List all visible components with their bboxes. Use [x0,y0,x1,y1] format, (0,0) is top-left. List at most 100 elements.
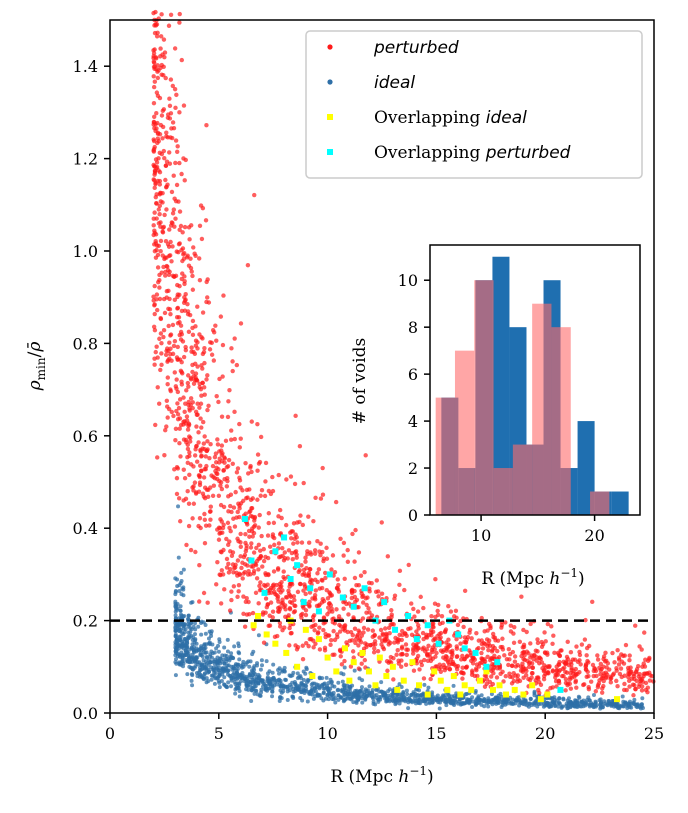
perturbed-point [220,530,225,535]
perturbed-point [219,568,225,573]
ideal-point [489,700,494,705]
ideal-point [270,694,275,699]
hist-bar-perturbed [474,280,494,515]
perturbed-point [374,578,380,583]
perturbed-point [200,310,206,315]
ideal-point [228,654,233,659]
perturbed-point [515,679,520,684]
ideal-point [197,660,202,665]
perturbed-point [384,659,390,664]
perturbed-point [543,671,548,677]
perturbed-point [179,247,184,253]
perturbed-point [291,610,297,615]
perturbed-point [210,463,216,469]
perturbed-point [238,321,244,326]
perturbed-point [155,130,161,136]
perturbed-point [173,105,178,111]
perturbed-point [573,679,578,685]
perturbed-point [192,351,198,357]
ideal-point [192,640,197,645]
perturbed-point [257,583,262,589]
perturbed-point [205,373,210,378]
perturbed-point [247,612,252,617]
overlap-ideal-point [415,682,422,689]
perturbed-point [286,548,292,553]
perturbed-point [402,587,407,593]
perturbed-point [188,462,194,467]
ideal-point [367,693,372,698]
perturbed-point [378,627,384,633]
perturbed-point [165,182,170,187]
ideal-point [426,685,431,690]
ideal-point [190,683,195,688]
perturbed-point [462,639,467,645]
ideal-point [336,687,341,692]
ideal-point [484,701,489,706]
perturbed-point [230,461,235,466]
perturbed-point [330,652,335,657]
perturbed-point [174,249,179,254]
perturbed-point [385,554,391,559]
ideal-point [458,697,463,702]
perturbed-point [590,599,595,605]
perturbed-point [599,690,605,695]
ideal-point [196,615,201,620]
perturbed-point [318,496,324,501]
perturbed-point [486,647,491,653]
ideal-point [473,688,478,693]
perturbed-point [356,550,362,555]
ideal-point [217,685,222,690]
ideal-point [253,684,258,689]
ideal-point [174,661,179,666]
perturbed-point [404,652,409,658]
perturbed-point [218,601,224,606]
perturbed-point [412,614,417,619]
perturbed-point [301,480,306,486]
perturbed-point [188,547,194,553]
perturbed-point [306,643,311,649]
perturbed-point [218,314,224,319]
perturbed-point [582,682,587,687]
perturbed-point [543,639,548,644]
perturbed-point [614,678,619,684]
perturbed-point [353,527,358,533]
perturbed-point [611,671,616,676]
overlap-perturbed-point [413,636,420,643]
perturbed-point [230,368,235,374]
perturbed-point [174,377,179,382]
perturbed-point [182,224,188,230]
main-x-tick-label: 5 [214,724,224,743]
perturbed-point [205,295,210,300]
perturbed-point [214,582,219,587]
inset-frame [429,244,641,516]
perturbed-point [170,211,176,216]
ideal-point [199,632,204,637]
perturbed-point [228,503,233,509]
perturbed-point [199,453,204,458]
ideal-point [173,628,178,633]
perturbed-point [460,670,466,676]
perturbed-point [153,232,159,237]
perturbed-point [342,658,347,664]
ideal-point [225,649,230,654]
perturbed-point [303,608,309,613]
legend-box [305,30,643,179]
ideal-point [173,576,178,581]
inset-x-axis-label: R (Mpc h−1) [481,566,584,589]
overlap-ideal-point [614,696,621,703]
perturbed-point [201,475,207,480]
perturbed-point [565,639,570,645]
perturbed-point [526,651,531,656]
perturbed-point [245,572,251,577]
perturbed-point [280,597,285,602]
perturbed-point [163,352,169,358]
perturbed-point [483,673,489,679]
ideal-point [222,675,227,680]
perturbed-point [177,332,182,338]
perturbed-point [574,644,579,649]
perturbed-point [311,518,316,524]
perturbed-point [232,436,238,442]
ideal-point [348,696,353,701]
perturbed-point [240,576,245,581]
